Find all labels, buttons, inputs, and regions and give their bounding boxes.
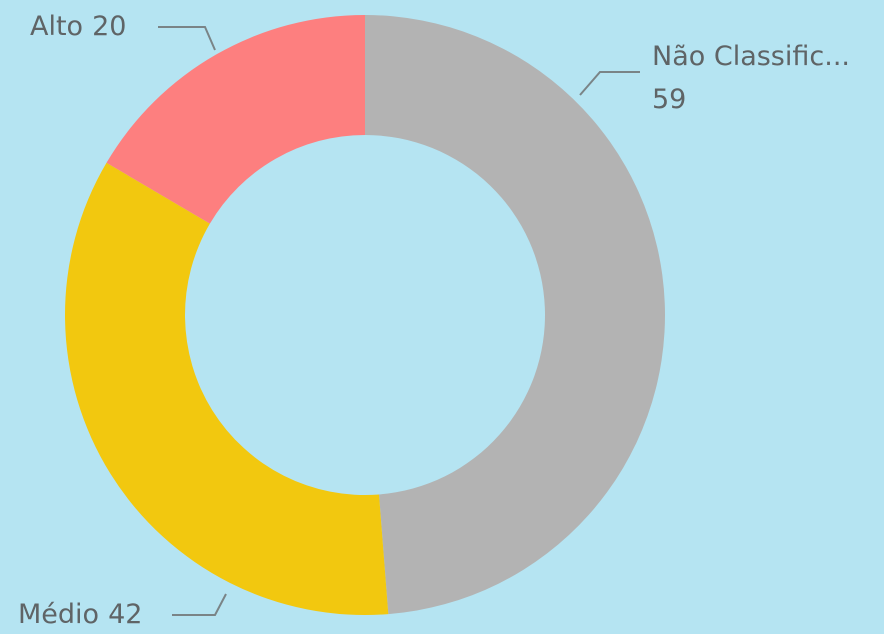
label-category: Alto (30, 11, 83, 42)
label-value: 20 (92, 11, 126, 42)
donut-slice (65, 162, 389, 615)
data-label: Não Classific... 59 (652, 41, 850, 115)
label-category: Médio (18, 599, 99, 630)
leader-line (172, 593, 227, 616)
donut-slice (365, 15, 666, 615)
leader-line (579, 71, 640, 96)
label-value: 42 (108, 599, 142, 630)
data-label: Alto 20 (30, 11, 126, 42)
leader-line (158, 26, 216, 51)
data-label: Médio 42 (18, 599, 142, 630)
label-value: 59 (652, 84, 686, 115)
donut-slice (106, 15, 365, 224)
label-category: Não Classific... (652, 41, 850, 72)
